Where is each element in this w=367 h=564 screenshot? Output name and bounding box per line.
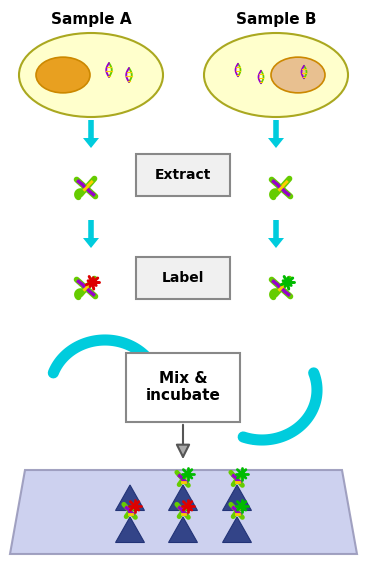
Ellipse shape (19, 33, 163, 117)
FancyBboxPatch shape (136, 257, 230, 299)
Polygon shape (268, 238, 284, 248)
Ellipse shape (36, 57, 90, 93)
Polygon shape (168, 517, 197, 543)
Polygon shape (168, 485, 197, 510)
Polygon shape (116, 485, 145, 510)
Polygon shape (243, 436, 256, 445)
Polygon shape (83, 238, 99, 248)
Polygon shape (222, 517, 251, 543)
Polygon shape (268, 138, 284, 148)
Ellipse shape (204, 33, 348, 117)
Polygon shape (83, 138, 99, 148)
Polygon shape (116, 517, 145, 543)
Polygon shape (10, 470, 357, 554)
FancyBboxPatch shape (136, 154, 230, 196)
Polygon shape (222, 485, 251, 510)
Text: Extract: Extract (155, 168, 211, 182)
FancyBboxPatch shape (126, 353, 240, 422)
Text: Label: Label (162, 271, 204, 285)
Text: Sample B: Sample B (236, 12, 316, 27)
Text: Mix &
incubate: Mix & incubate (146, 371, 221, 403)
Polygon shape (142, 352, 153, 365)
Text: Sample A: Sample A (51, 12, 131, 27)
Ellipse shape (271, 57, 325, 93)
